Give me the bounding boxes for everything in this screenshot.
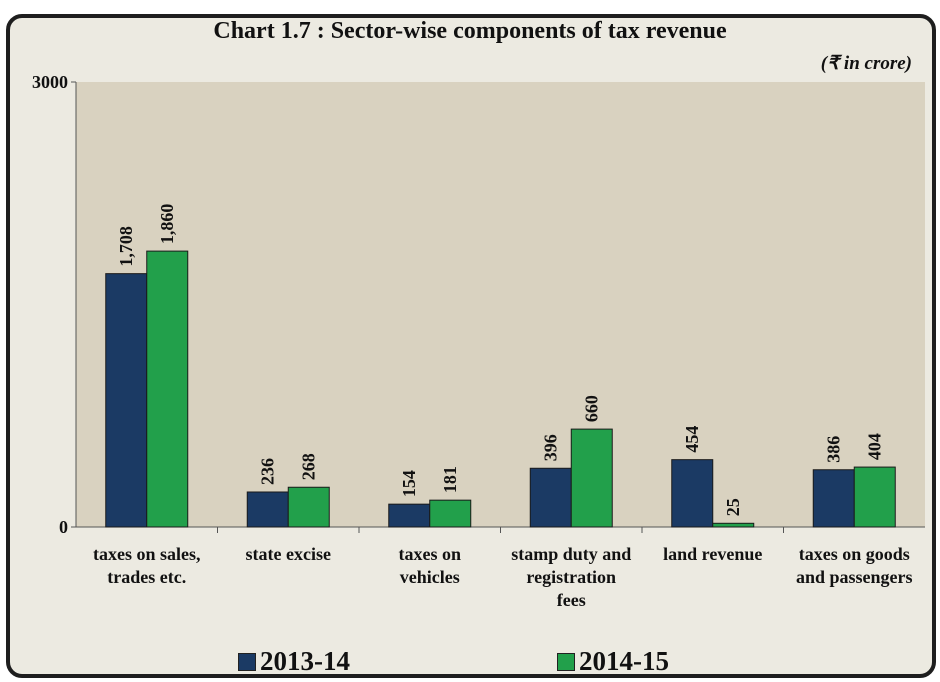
x-tick-label: trades etc.: [107, 567, 186, 587]
unit-note: (₹ in crore): [820, 53, 912, 74]
legend: 2013-14 2014-15: [0, 646, 940, 680]
data-label: 454: [682, 426, 702, 453]
x-tick-label: taxes on sales,: [93, 544, 201, 564]
x-tick-label: land revenue: [663, 544, 762, 564]
bar-2013-14-3: [529, 467, 572, 528]
data-label: 1,708: [116, 226, 136, 267]
data-label: 660: [582, 395, 602, 422]
x-tick-label: taxes on: [399, 544, 462, 564]
bar-2013-14-2: [388, 503, 431, 528]
bar-2014-15-2: [429, 499, 472, 528]
data-label: 1,860: [157, 204, 177, 245]
x-tick-label: vehicles: [400, 567, 460, 587]
x-tick-label: taxes on goods: [799, 544, 910, 564]
data-label: 268: [299, 453, 319, 480]
data-label: 25: [723, 498, 743, 516]
bar-2014-15-5: [853, 466, 896, 528]
plot-area: [76, 82, 925, 527]
bar-2013-14-4: [671, 459, 714, 528]
legend-swatch-2013-14: [238, 652, 256, 671]
bar-2013-14-1: [246, 491, 289, 528]
legend-item-2013-14: 2013-14: [238, 646, 350, 677]
x-tick-label: registration: [526, 567, 616, 587]
bar-2014-15-3: [570, 428, 613, 528]
legend-item-2014-15: 2014-15: [557, 646, 669, 677]
bar-2014-15-1: [287, 486, 330, 528]
bar-2014-15-4: [712, 522, 755, 528]
data-label: 404: [865, 433, 885, 460]
x-tick-label: fees: [557, 590, 586, 610]
legend-label-2014-15: 2014-15: [579, 646, 669, 676]
y-tick-label: 3000: [32, 72, 68, 92]
x-tick-label: stamp duty and: [511, 544, 631, 564]
data-label: 396: [541, 434, 561, 461]
x-tick-label: and passengers: [796, 567, 913, 587]
legend-label-2013-14: 2013-14: [260, 646, 350, 676]
x-tick-label: state excise: [246, 544, 331, 564]
y-tick-label: 0: [59, 517, 68, 537]
data-label: 181: [440, 466, 460, 493]
data-label: 386: [824, 436, 844, 463]
legend-swatch-2014-15: [557, 652, 575, 671]
data-label: 236: [258, 458, 278, 485]
bar-2013-14-0: [105, 273, 148, 528]
data-label: 154: [399, 470, 419, 497]
bar-2013-14-5: [812, 469, 855, 528]
chart-title: Chart 1.7 : Sector-wise components of ta…: [213, 18, 727, 44]
bar-2014-15-0: [146, 250, 189, 528]
